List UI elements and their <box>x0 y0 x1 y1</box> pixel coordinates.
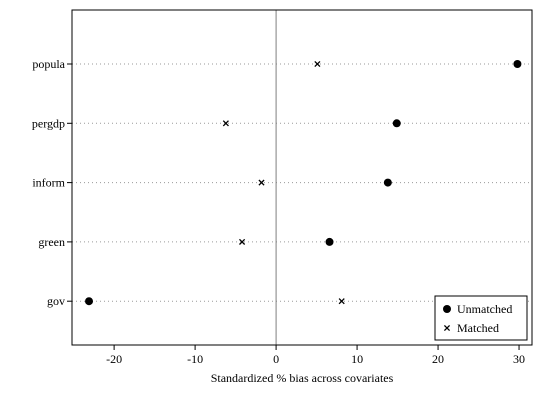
unmatched-point-gov <box>85 297 94 306</box>
legend: Unmatched Matched <box>434 295 528 341</box>
x-axis-title: Standardized % bias across covariates <box>211 371 394 385</box>
unmatched-point-popula <box>513 60 522 68</box>
x-tick-label: 30 <box>513 352 525 366</box>
y-tick-label: gov <box>47 294 65 308</box>
x-tick-label: 10 <box>351 352 363 366</box>
y-tick-label: pergdp <box>32 116 65 130</box>
x-axis: -20 -10 0 10 20 30 <box>106 345 525 366</box>
data-marks <box>85 60 522 306</box>
matched-point-pergdp <box>222 120 229 127</box>
legend-box <box>434 295 528 341</box>
legend-marker-x <box>443 324 451 332</box>
x-tick-label: -10 <box>187 352 203 366</box>
matched-point-green <box>239 238 246 245</box>
x-tick-label: 0 <box>273 352 279 366</box>
y-tick-label: green <box>38 235 65 249</box>
legend-marker-circle <box>443 305 451 313</box>
gridlines <box>72 63 532 302</box>
plot-frame <box>71 9 533 346</box>
matched-point-inform <box>258 179 265 186</box>
y-axis: popula pergdp inform green gov <box>32 57 72 308</box>
x-tick-label: 20 <box>432 352 444 366</box>
legend-label: Matched <box>457 321 499 335</box>
y-tick-label: inform <box>32 176 65 190</box>
unmatched-point-inform <box>383 178 392 187</box>
matched-point-gov <box>338 298 345 305</box>
y-tick-label: popula <box>32 57 65 71</box>
legend-label: Unmatched <box>457 302 512 316</box>
x-tick-label: -20 <box>106 352 122 366</box>
unmatched-point-pergdp <box>392 119 401 128</box>
matched-point-popula <box>314 60 321 68</box>
unmatched-point-green <box>325 237 334 246</box>
